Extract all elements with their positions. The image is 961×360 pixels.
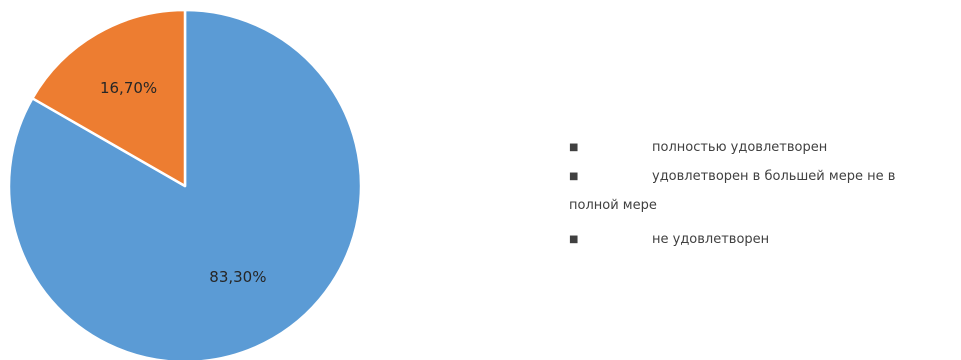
legend-bullet-icon: ■ bbox=[569, 142, 579, 153]
legend-label: полностью удовлетворен bbox=[652, 140, 828, 155]
legend-item-not-satisfied: ■ не удовлетворен bbox=[569, 228, 961, 257]
legend: ■ полностью удовлетворен ■ удовлетворен … bbox=[569, 136, 961, 257]
data-label-1: 16,70% bbox=[100, 79, 157, 97]
legend-item-mostly-satisfied: ■ удовлетворен в большей мере не в bbox=[569, 165, 961, 194]
legend-label: не удовлетворен bbox=[652, 232, 770, 247]
legend-item-fully-satisfied: ■ полностью удовлетворен bbox=[569, 136, 961, 165]
legend-label-continuation: полной мере bbox=[569, 198, 657, 213]
legend-bullet-icon: ■ bbox=[569, 234, 579, 245]
legend-label: удовлетворен в большей мере не в bbox=[652, 169, 896, 184]
pie-slice-1 bbox=[31, 8, 187, 188]
data-label-0: 83,30% bbox=[209, 268, 266, 286]
legend-bullet-icon: ■ bbox=[569, 171, 579, 182]
